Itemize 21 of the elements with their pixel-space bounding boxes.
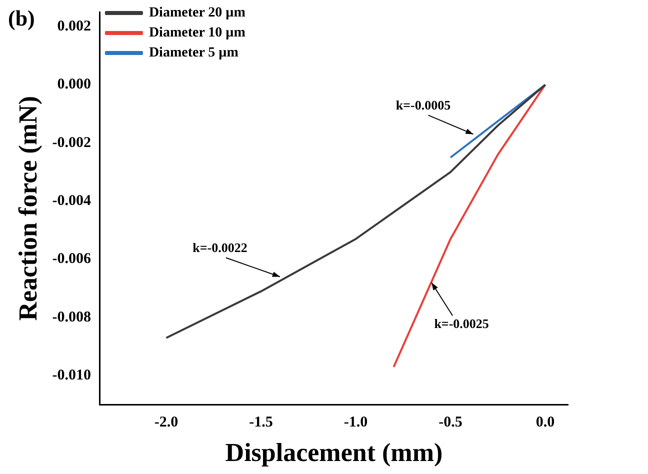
y-tick-label: 0.002 — [57, 18, 91, 34]
x-tick-label: -2.0 — [154, 414, 178, 431]
annotation: k=-0.0022 — [192, 240, 248, 256]
x-tick-label: 0.0 — [536, 414, 555, 431]
x-tick-label: -1.5 — [249, 414, 273, 431]
legend-label: Diameter 5 µm — [148, 46, 239, 61]
y-tick-label: -0.008 — [52, 309, 91, 326]
x-axis-title: Displacement (mm) — [225, 438, 443, 468]
y-tick-label: -0.006 — [52, 251, 92, 268]
x-tick-label: -0.5 — [438, 414, 462, 431]
legend-label: Diameter 10 µm — [148, 26, 246, 41]
legend-label: Diameter 20 µm — [148, 6, 246, 21]
chart-title: (b) — [8, 6, 35, 31]
annotation: k=-0.0025 — [434, 316, 490, 331]
x-tick-label: -1.0 — [344, 414, 368, 431]
y-tick-label: -0.010 — [52, 368, 91, 384]
y-tick-label: -0.002 — [52, 134, 91, 151]
annotation: k=-0.0005 — [396, 98, 452, 113]
y-tick-label: 0.000 — [57, 76, 91, 93]
y-axis-title: Reaction force (mN) — [13, 96, 42, 321]
y-tick-label: -0.004 — [52, 193, 92, 209]
